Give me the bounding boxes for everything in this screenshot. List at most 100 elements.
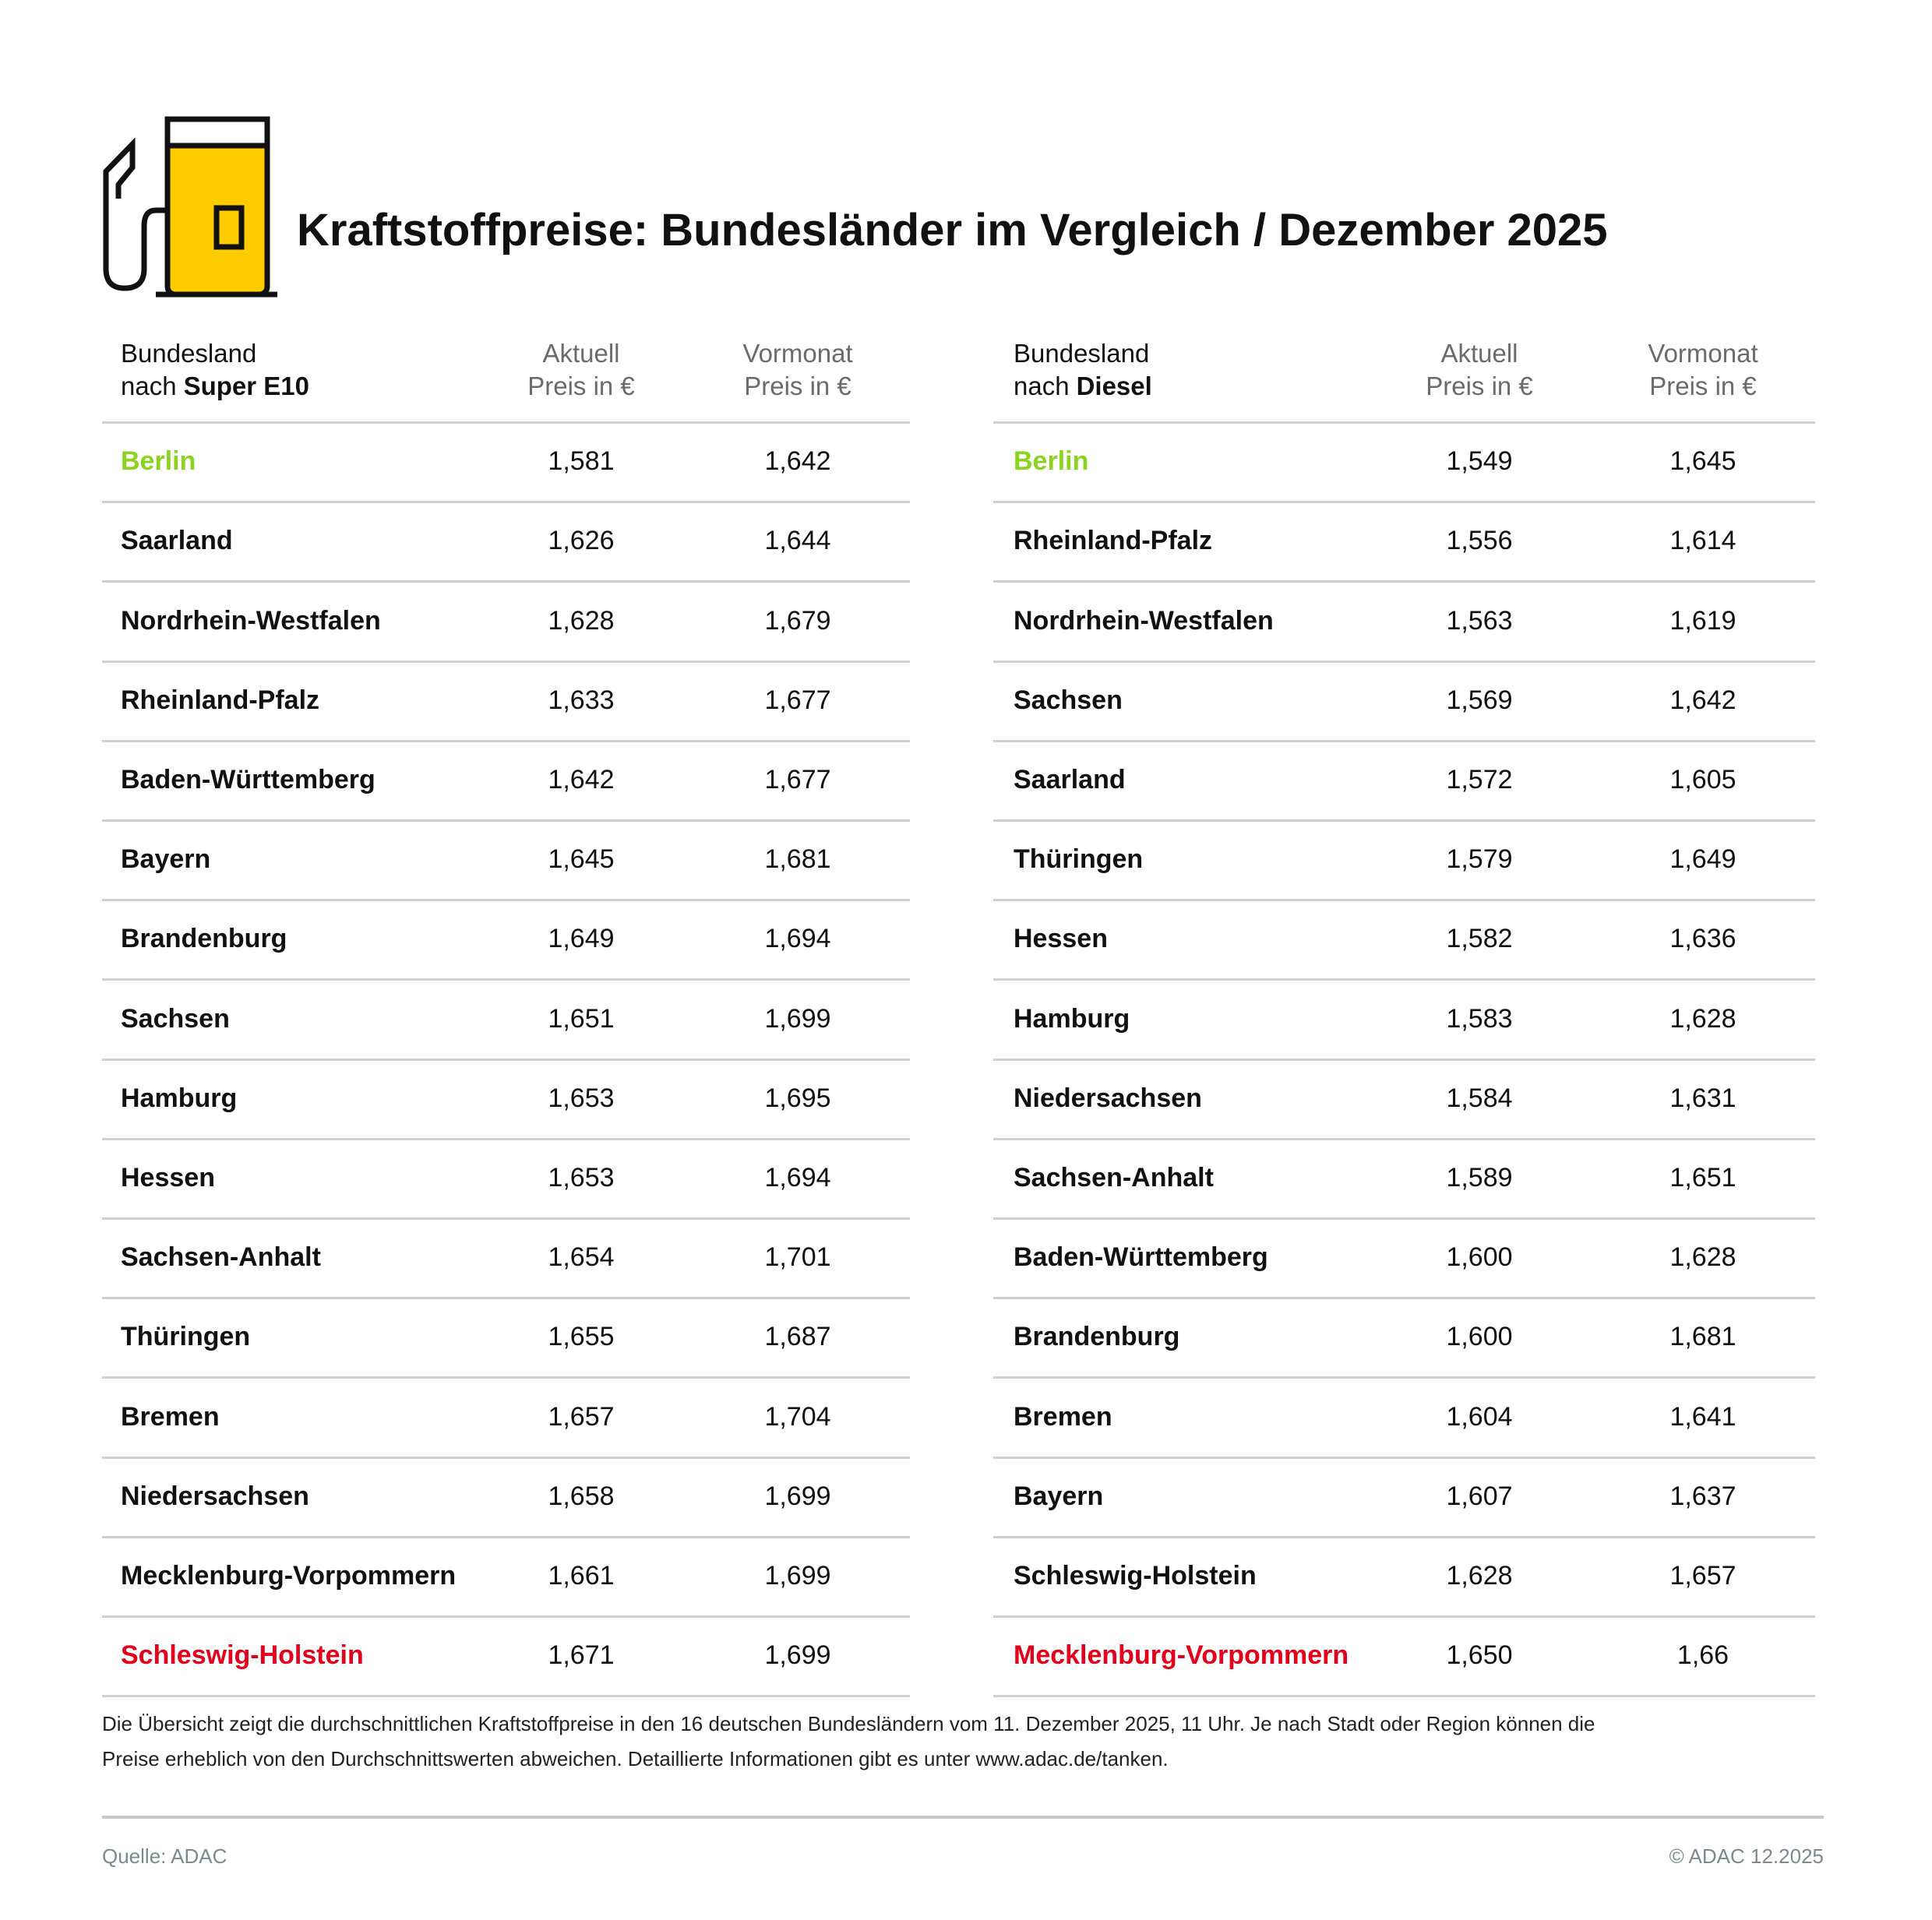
state-name: Rheinland-Pfalz xyxy=(121,685,320,715)
price-current: 1,600 xyxy=(1446,1242,1513,1273)
price-current: 1,642 xyxy=(548,764,615,794)
state-name: Hessen xyxy=(1014,924,1108,954)
row-rule xyxy=(102,1217,910,1220)
price-previous: 1,649 xyxy=(1669,844,1736,875)
price-previous: 1,642 xyxy=(764,446,831,477)
price-previous: 1,619 xyxy=(1669,605,1736,636)
header-label: Bundesland xyxy=(1014,339,1150,368)
row-rule xyxy=(102,1456,910,1459)
state-name: Niedersachsen xyxy=(1014,1083,1202,1113)
price-previous: 1,681 xyxy=(1669,1322,1736,1352)
state-name: Mecklenburg-Vorpommern xyxy=(121,1560,457,1591)
price-current: 1,589 xyxy=(1446,1162,1513,1193)
copyright: © ADAC 12.2025 xyxy=(1669,1844,1824,1868)
row-rule xyxy=(102,1695,910,1698)
column-header: Aktuell xyxy=(1440,339,1518,368)
price-previous: 1,677 xyxy=(764,685,831,715)
row-rule xyxy=(993,1695,1815,1698)
price-previous: 1,637 xyxy=(1669,1481,1736,1511)
state-name: Baden-Württemberg xyxy=(1014,1242,1268,1273)
price-current: 1,607 xyxy=(1446,1481,1513,1511)
state-name: Sachsen xyxy=(1014,685,1123,715)
row-rule xyxy=(993,1137,1815,1140)
row-rule xyxy=(102,1535,910,1538)
price-current: 1,569 xyxy=(1446,685,1513,715)
row-rule xyxy=(102,819,910,822)
price-current: 1,563 xyxy=(1446,605,1513,636)
state-name: Mecklenburg-Vorpommern xyxy=(1014,1640,1349,1671)
row-rule xyxy=(102,1137,910,1140)
price-previous: 1,628 xyxy=(1669,1003,1736,1034)
price-current: 1,649 xyxy=(548,924,615,954)
price-previous: 1,679 xyxy=(764,605,831,636)
state-name: Baden-Württemberg xyxy=(121,764,375,794)
column-header: Preis in € xyxy=(1426,372,1533,400)
state-name: Schleswig-Holstein xyxy=(121,1640,364,1671)
header-label: nach Diesel xyxy=(1014,370,1152,403)
price-previous: 1,699 xyxy=(764,1560,831,1591)
price-current: 1,628 xyxy=(1446,1560,1513,1591)
row-rule xyxy=(993,1456,1815,1459)
price-previous: 1,699 xyxy=(764,1003,831,1034)
row-rule xyxy=(993,899,1815,902)
price-current: 1,654 xyxy=(548,1242,615,1273)
price-current: 1,661 xyxy=(548,1560,615,1591)
row-rule xyxy=(102,501,910,504)
column-header: Preis in € xyxy=(1649,372,1757,400)
price-previous: 1,694 xyxy=(764,924,831,954)
price-current: 1,628 xyxy=(548,605,615,636)
price-previous: 1,645 xyxy=(1669,446,1736,477)
row-rule xyxy=(102,978,910,981)
price-previous: 1,704 xyxy=(764,1401,831,1432)
price-previous: 1,651 xyxy=(1669,1162,1736,1193)
row-rule xyxy=(102,739,910,742)
row-rule xyxy=(102,899,910,902)
price-previous: 1,677 xyxy=(764,764,831,794)
row-rule xyxy=(102,421,910,424)
row-rule xyxy=(102,580,910,583)
row-rule xyxy=(993,1297,1815,1300)
row-rule xyxy=(993,1615,1815,1618)
row-rule xyxy=(993,819,1815,822)
column-header: Aktuell xyxy=(542,339,620,368)
row-rule xyxy=(102,1058,910,1061)
price-previous: 1,644 xyxy=(764,526,831,556)
state-name: Sachsen xyxy=(121,1003,230,1034)
row-rule xyxy=(993,978,1815,981)
price-current: 1,655 xyxy=(548,1322,615,1352)
header-label: nach Super E10 xyxy=(121,370,309,403)
row-rule xyxy=(993,1217,1815,1220)
state-name: Saarland xyxy=(1014,764,1126,794)
price-current: 1,572 xyxy=(1446,764,1513,794)
price-current: 1,645 xyxy=(548,844,615,875)
price-current: 1,556 xyxy=(1446,526,1513,556)
column-header: Preis in € xyxy=(527,372,635,400)
row-rule xyxy=(102,1615,910,1618)
price-current: 1,604 xyxy=(1446,1401,1513,1432)
price-current: 1,653 xyxy=(548,1083,615,1113)
fuel-pump-icon xyxy=(103,116,277,298)
header-fuel: Super E10 xyxy=(183,372,309,400)
row-rule xyxy=(993,580,1815,583)
state-name: Sachsen-Anhalt xyxy=(121,1242,321,1273)
state-name: Nordrhein-Westfalen xyxy=(121,605,381,636)
row-rule xyxy=(102,1297,910,1300)
row-rule xyxy=(993,501,1815,504)
price-current: 1,581 xyxy=(548,446,615,477)
header-prefix: nach xyxy=(1014,372,1070,400)
price-previous: 1,605 xyxy=(1669,764,1736,794)
price-current: 1,657 xyxy=(548,1401,615,1432)
price-previous: 1,687 xyxy=(764,1322,831,1352)
price-current: 1,653 xyxy=(548,1162,615,1193)
state-name: Niedersachsen xyxy=(121,1481,309,1511)
bottom-rule xyxy=(102,1816,1824,1819)
row-rule xyxy=(993,660,1815,663)
state-name: Hamburg xyxy=(1014,1003,1130,1034)
state-name: Bremen xyxy=(121,1401,220,1432)
price-previous: 1,642 xyxy=(1669,685,1736,715)
price-previous: 1,657 xyxy=(1669,1560,1736,1591)
row-rule xyxy=(993,1535,1815,1538)
title: Kraftstoffpreise: Bundesländer im Vergle… xyxy=(297,205,1608,255)
price-current: 1,600 xyxy=(1446,1322,1513,1352)
